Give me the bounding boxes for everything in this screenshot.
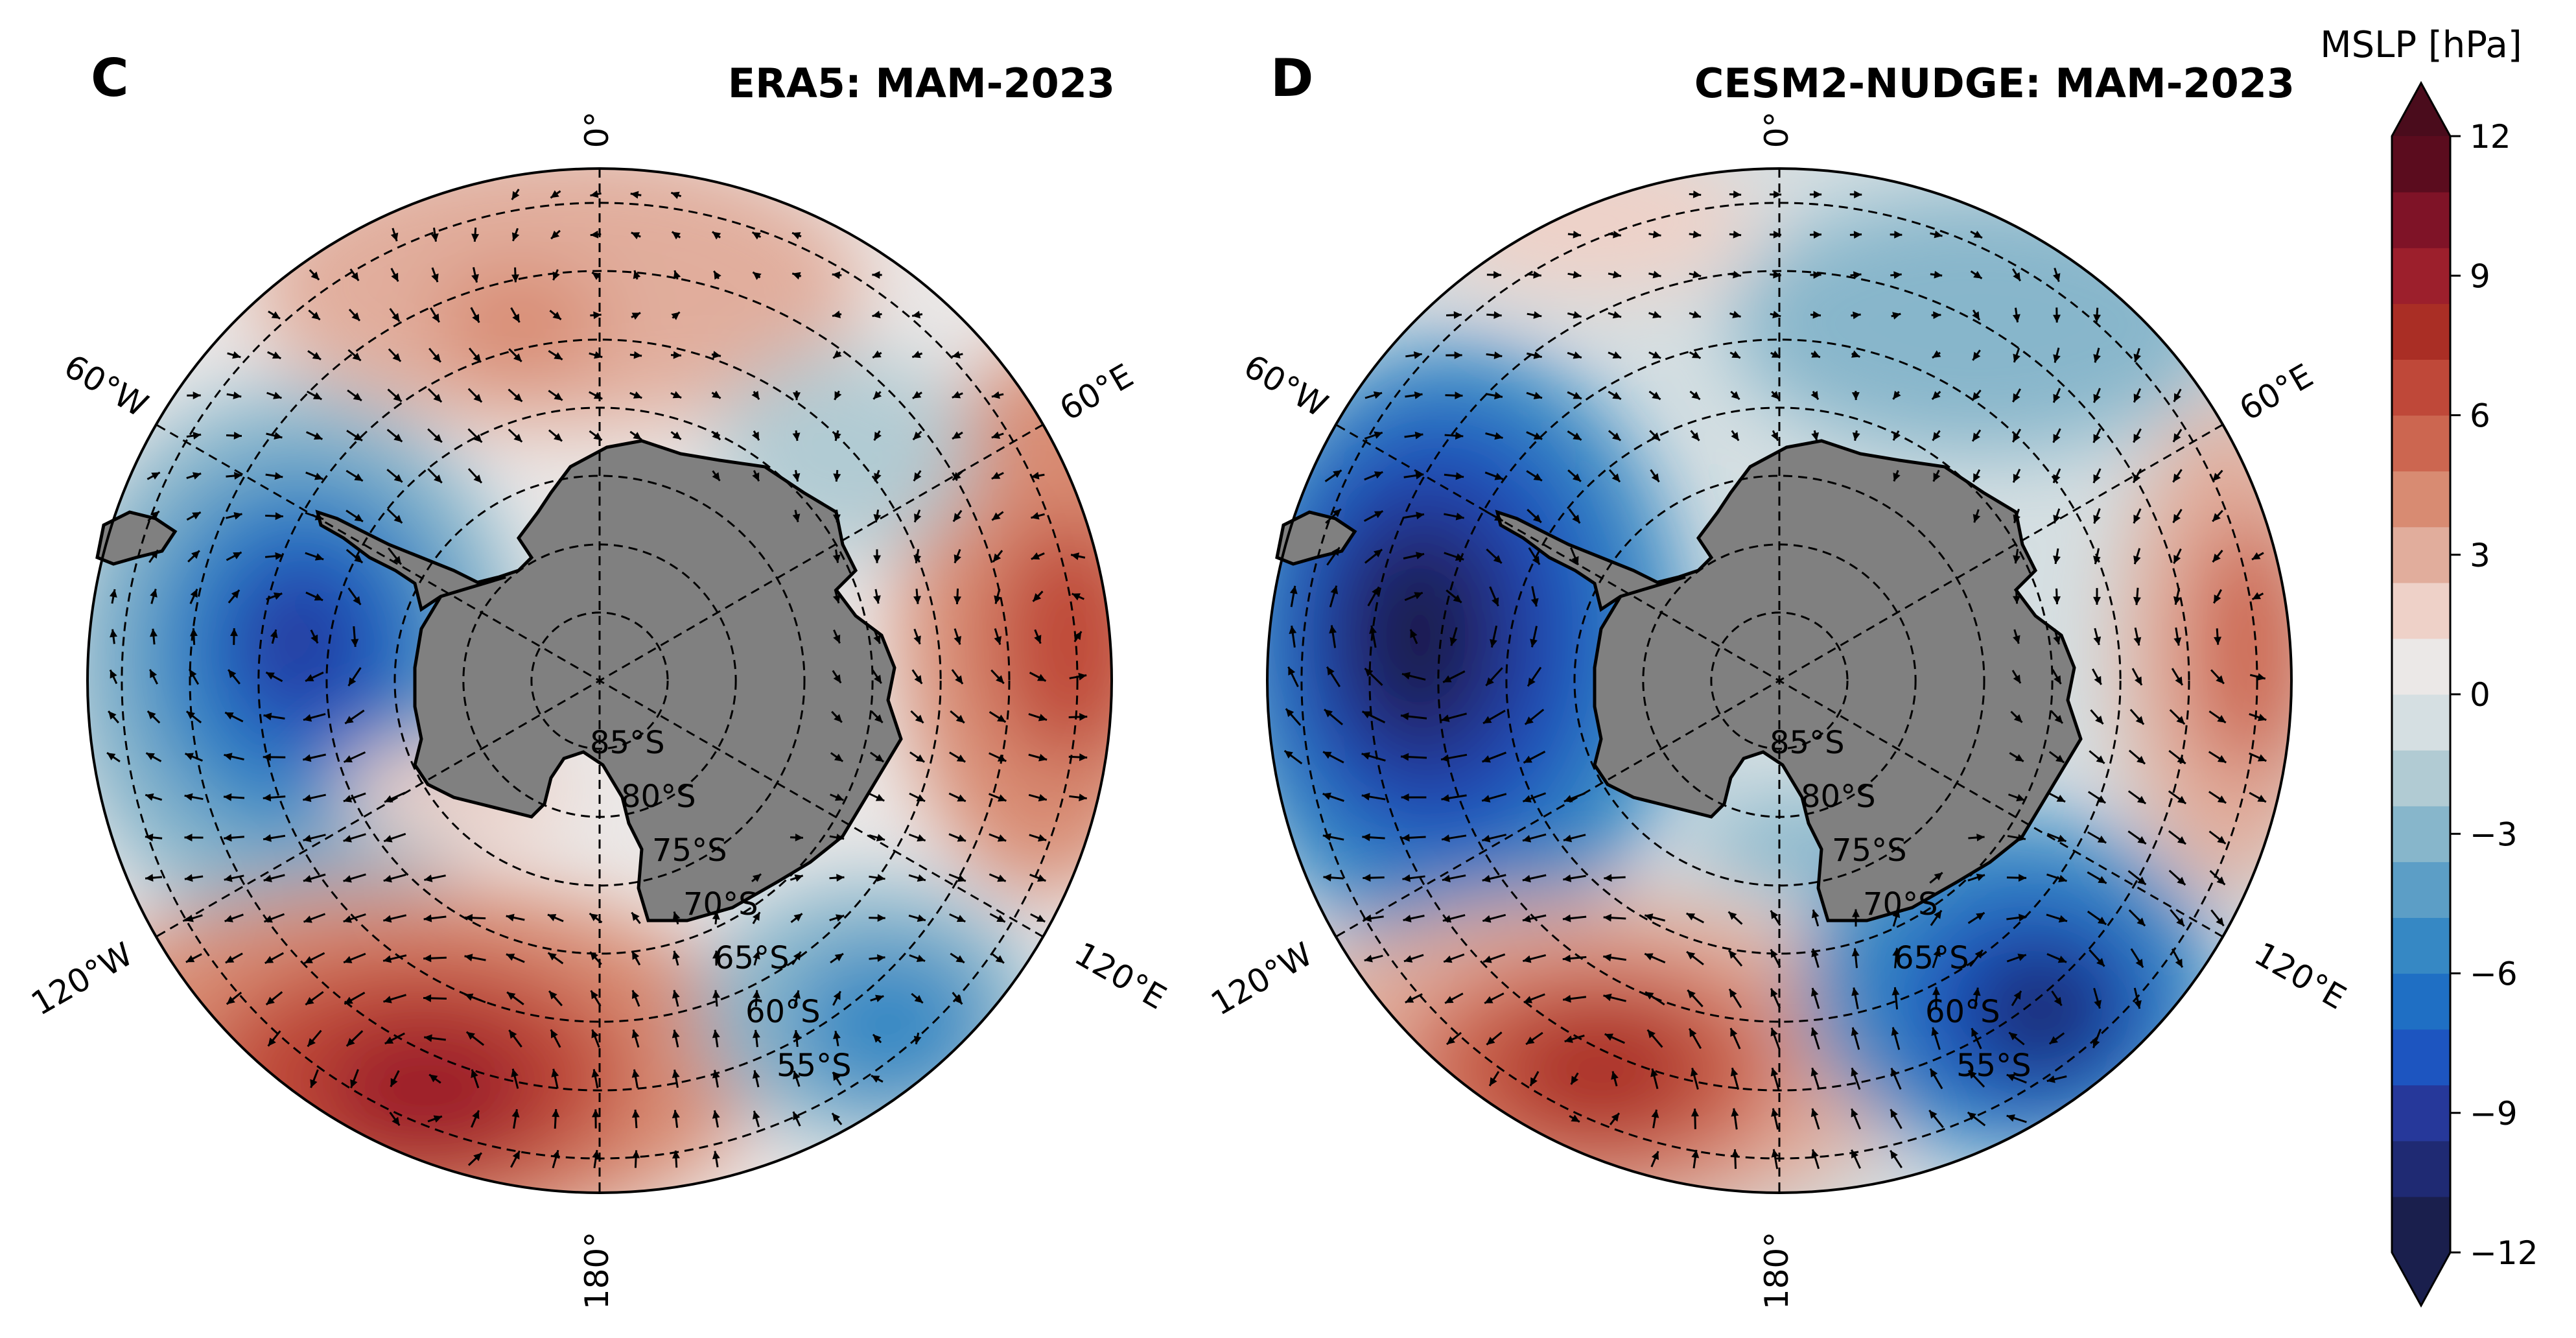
colorbar-over-arrow [2392, 83, 2450, 136]
colorbar-tick-label-2: 6 [2470, 397, 2490, 435]
panel-c-low-west-core [246, 580, 350, 703]
panel-d-lat-70s: 70°S [1863, 886, 1938, 922]
panel-c-title: ERA5: MAM-2023 [728, 60, 1115, 107]
colorbar-segment-17 [2392, 248, 2450, 304]
panel-d-lat-65s: 65°S [1894, 940, 1969, 976]
panel-c-lat-65s: 65°S [714, 940, 790, 976]
panel-c-map: C ERA5: MAM-2023 0° 60°E 120°E 180° 120°… [25, 48, 1186, 1309]
colorbar-segment-13 [2392, 471, 2450, 528]
panel-d-meridian-60w: 60°W [1237, 347, 1334, 425]
panel-d-lat-80s: 80°S [1801, 779, 1876, 815]
panel-d-high-southwest-core [1497, 1005, 1705, 1134]
panel-c-lat-85s: 85°S [590, 725, 665, 761]
colorbar-segments [2392, 136, 2450, 1253]
panel-c-meridian-0: 0° [578, 112, 616, 148]
colorbar-segment-5 [2392, 917, 2450, 974]
colorbar-tick-label-6: −6 [2470, 956, 2518, 993]
panel-d-lat-60s: 60°S [1925, 994, 2000, 1030]
colorbar-segment-11 [2392, 583, 2450, 639]
panel-c-meridian-180: 180° [578, 1232, 616, 1309]
panel-c-lat-75s: 75°S [652, 832, 727, 869]
panel-d-title: CESM2-NUDGE: MAM-2023 [1694, 60, 2295, 107]
panel-d-lat-85s: 85°S [1770, 725, 1845, 761]
panel-c-lat-70s: 70°S [683, 886, 758, 922]
colorbar-segment-0 [2392, 1197, 2450, 1253]
panel-d-lat-75s: 75°S [1832, 832, 1907, 869]
colorbar-tick-label-5: −3 [2470, 816, 2518, 853]
colorbar-segment-8 [2392, 750, 2450, 806]
panel-d-meridian-120e: 120°E [2248, 935, 2352, 1016]
panel-d-meridian-120w: 120°W [1204, 935, 1318, 1023]
colorbar-under-arrow [2392, 1252, 2450, 1306]
panel-c-meridian-60e: 60°E [1053, 357, 1140, 428]
colorbar-tick-label-4: 0 [2470, 676, 2490, 714]
colorbar-segment-2 [2392, 1085, 2450, 1142]
colorbar-segment-15 [2392, 359, 2450, 416]
colorbar-segment-7 [2392, 806, 2450, 862]
colorbar-segment-16 [2392, 303, 2450, 360]
colorbar-title: MSLP [hPa] [2320, 24, 2522, 66]
colorbar-tick-label-8: −12 [2470, 1234, 2538, 1272]
colorbar-segment-14 [2392, 416, 2450, 472]
panel-d-meridian-0: 0° [1758, 112, 1796, 148]
panel-c-letter: C [91, 48, 129, 108]
panel-d-meridian-60e: 60°E [2233, 357, 2319, 428]
colorbar-tick-label-0: 12 [2470, 118, 2511, 156]
panel-d-lat-55s: 55°S [1956, 1048, 2032, 1084]
panel-c-meridian-60w: 60°W [58, 347, 154, 425]
panel-c-meridian-120w: 120°W [25, 935, 139, 1023]
colorbar-ticks: 12 9 6 3 0 −3 −6 −9 −12 [2450, 118, 2538, 1272]
colorbar-segment-9 [2392, 694, 2450, 751]
colorbar-segment-19 [2392, 136, 2450, 193]
colorbar-tick-label-7: −9 [2470, 1095, 2518, 1133]
colorbar-segment-3 [2392, 1029, 2450, 1086]
panel-c-lat-80s: 80°S [621, 779, 696, 815]
colorbar-segment-10 [2392, 639, 2450, 695]
colorbar-segment-1 [2392, 1141, 2450, 1197]
colorbar: MSLP [hPa] 12 9 6 3 0 −3 −6 −9 −12 [2320, 24, 2538, 1306]
colorbar-tick-label-1: 9 [2470, 257, 2490, 295]
colorbar-tick-label-3: 3 [2470, 537, 2490, 574]
colorbar-segment-6 [2392, 862, 2450, 918]
panel-c-meridian-120e: 120°E [1068, 935, 1173, 1016]
panel-d-letter: D [1270, 48, 1313, 108]
colorbar-segment-18 [2392, 192, 2450, 248]
colorbar-segment-12 [2392, 527, 2450, 583]
panel-c-lat-60s: 60°S [745, 994, 821, 1030]
colorbar-segment-4 [2392, 974, 2450, 1030]
panel-d-meridian-180: 180° [1758, 1232, 1796, 1309]
panel-d-map: D CESM2-NUDGE: MAM-2023 0° 60°E 120°E 18… [1204, 48, 2352, 1309]
panel-c-lat-55s: 55°S [777, 1048, 852, 1084]
